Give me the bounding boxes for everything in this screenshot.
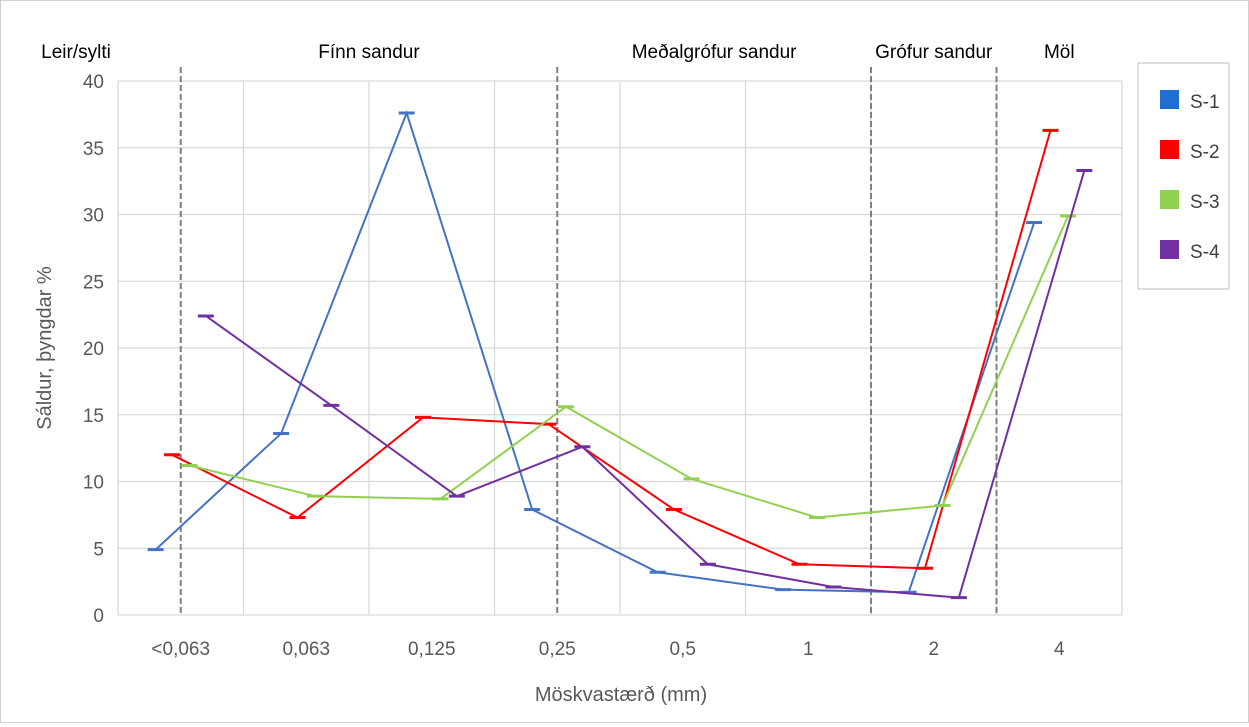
legend-box (1137, 62, 1230, 290)
x-tick-label: 0,063 (282, 639, 330, 660)
y-tick-label: 10 (83, 473, 104, 494)
y-tick-label: 20 (83, 339, 104, 360)
x-tick-label: 0,25 (539, 639, 576, 660)
region-label: Möl (1044, 42, 1075, 63)
legend-swatch (1160, 240, 1179, 259)
grid-lines (117, 80, 1123, 616)
x-axis-label: Möskvastærð (mm) (535, 684, 707, 706)
y-tick-label: 5 (93, 539, 104, 560)
y-tick-label: 0 (93, 606, 104, 627)
axes: 0 5 10 15 20 25 30 35 40 <0,063 0,063 0,125 0,25 0,5 1… (83, 72, 1065, 660)
x-tick-label: 0,125 (408, 639, 456, 660)
x-tick-label: 1 (803, 639, 814, 660)
series-line (189, 215, 1069, 519)
region-label: Fínn sandur (318, 42, 420, 63)
x-tick-label: <0,063 (151, 639, 210, 660)
legend-swatch (1160, 90, 1179, 109)
series-group (147, 110, 1093, 600)
series-line (171, 130, 1052, 570)
legend-label: S-1 (1190, 92, 1220, 113)
region-label: Leir/sylti (41, 42, 111, 63)
y-tick-label: 40 (83, 72, 104, 93)
series-line (154, 110, 1036, 594)
legend-label: S-3 (1190, 192, 1220, 213)
region-label: Grófur sandur (875, 42, 993, 63)
y-tick-label: 15 (83, 406, 104, 427)
x-tick-label: 0,5 (670, 639, 696, 660)
legend-label: S-4 (1190, 242, 1220, 263)
y-tick-label: 25 (83, 272, 104, 293)
legend-label: S-2 (1190, 142, 1220, 163)
region-label: Meðalgrófur sandur (632, 42, 797, 63)
legend-swatch (1160, 190, 1179, 209)
y-tick-label: 30 (83, 206, 104, 227)
region-dividers: Leir/sylti Fínn sandur Meðalgrófur sandur G… (41, 42, 1075, 615)
legend: S-1 S-2 S-3 S-4 (1137, 62, 1230, 290)
y-axis-label: Sáldur, þyngdar % (34, 266, 56, 430)
series-line (205, 170, 1086, 599)
legend-swatch (1160, 140, 1179, 159)
y-tick-label: 35 (83, 139, 104, 160)
x-tick-label: 2 (928, 639, 939, 660)
x-tick-label: 4 (1054, 639, 1065, 660)
